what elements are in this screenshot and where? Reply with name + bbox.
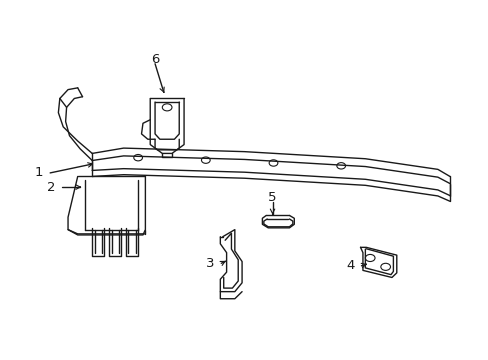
Text: 3: 3 [206,257,214,270]
Text: 4: 4 [346,259,354,272]
Text: 1: 1 [35,166,43,179]
Text: 6: 6 [151,53,159,66]
Text: 5: 5 [268,191,276,204]
Text: 2: 2 [47,181,55,194]
